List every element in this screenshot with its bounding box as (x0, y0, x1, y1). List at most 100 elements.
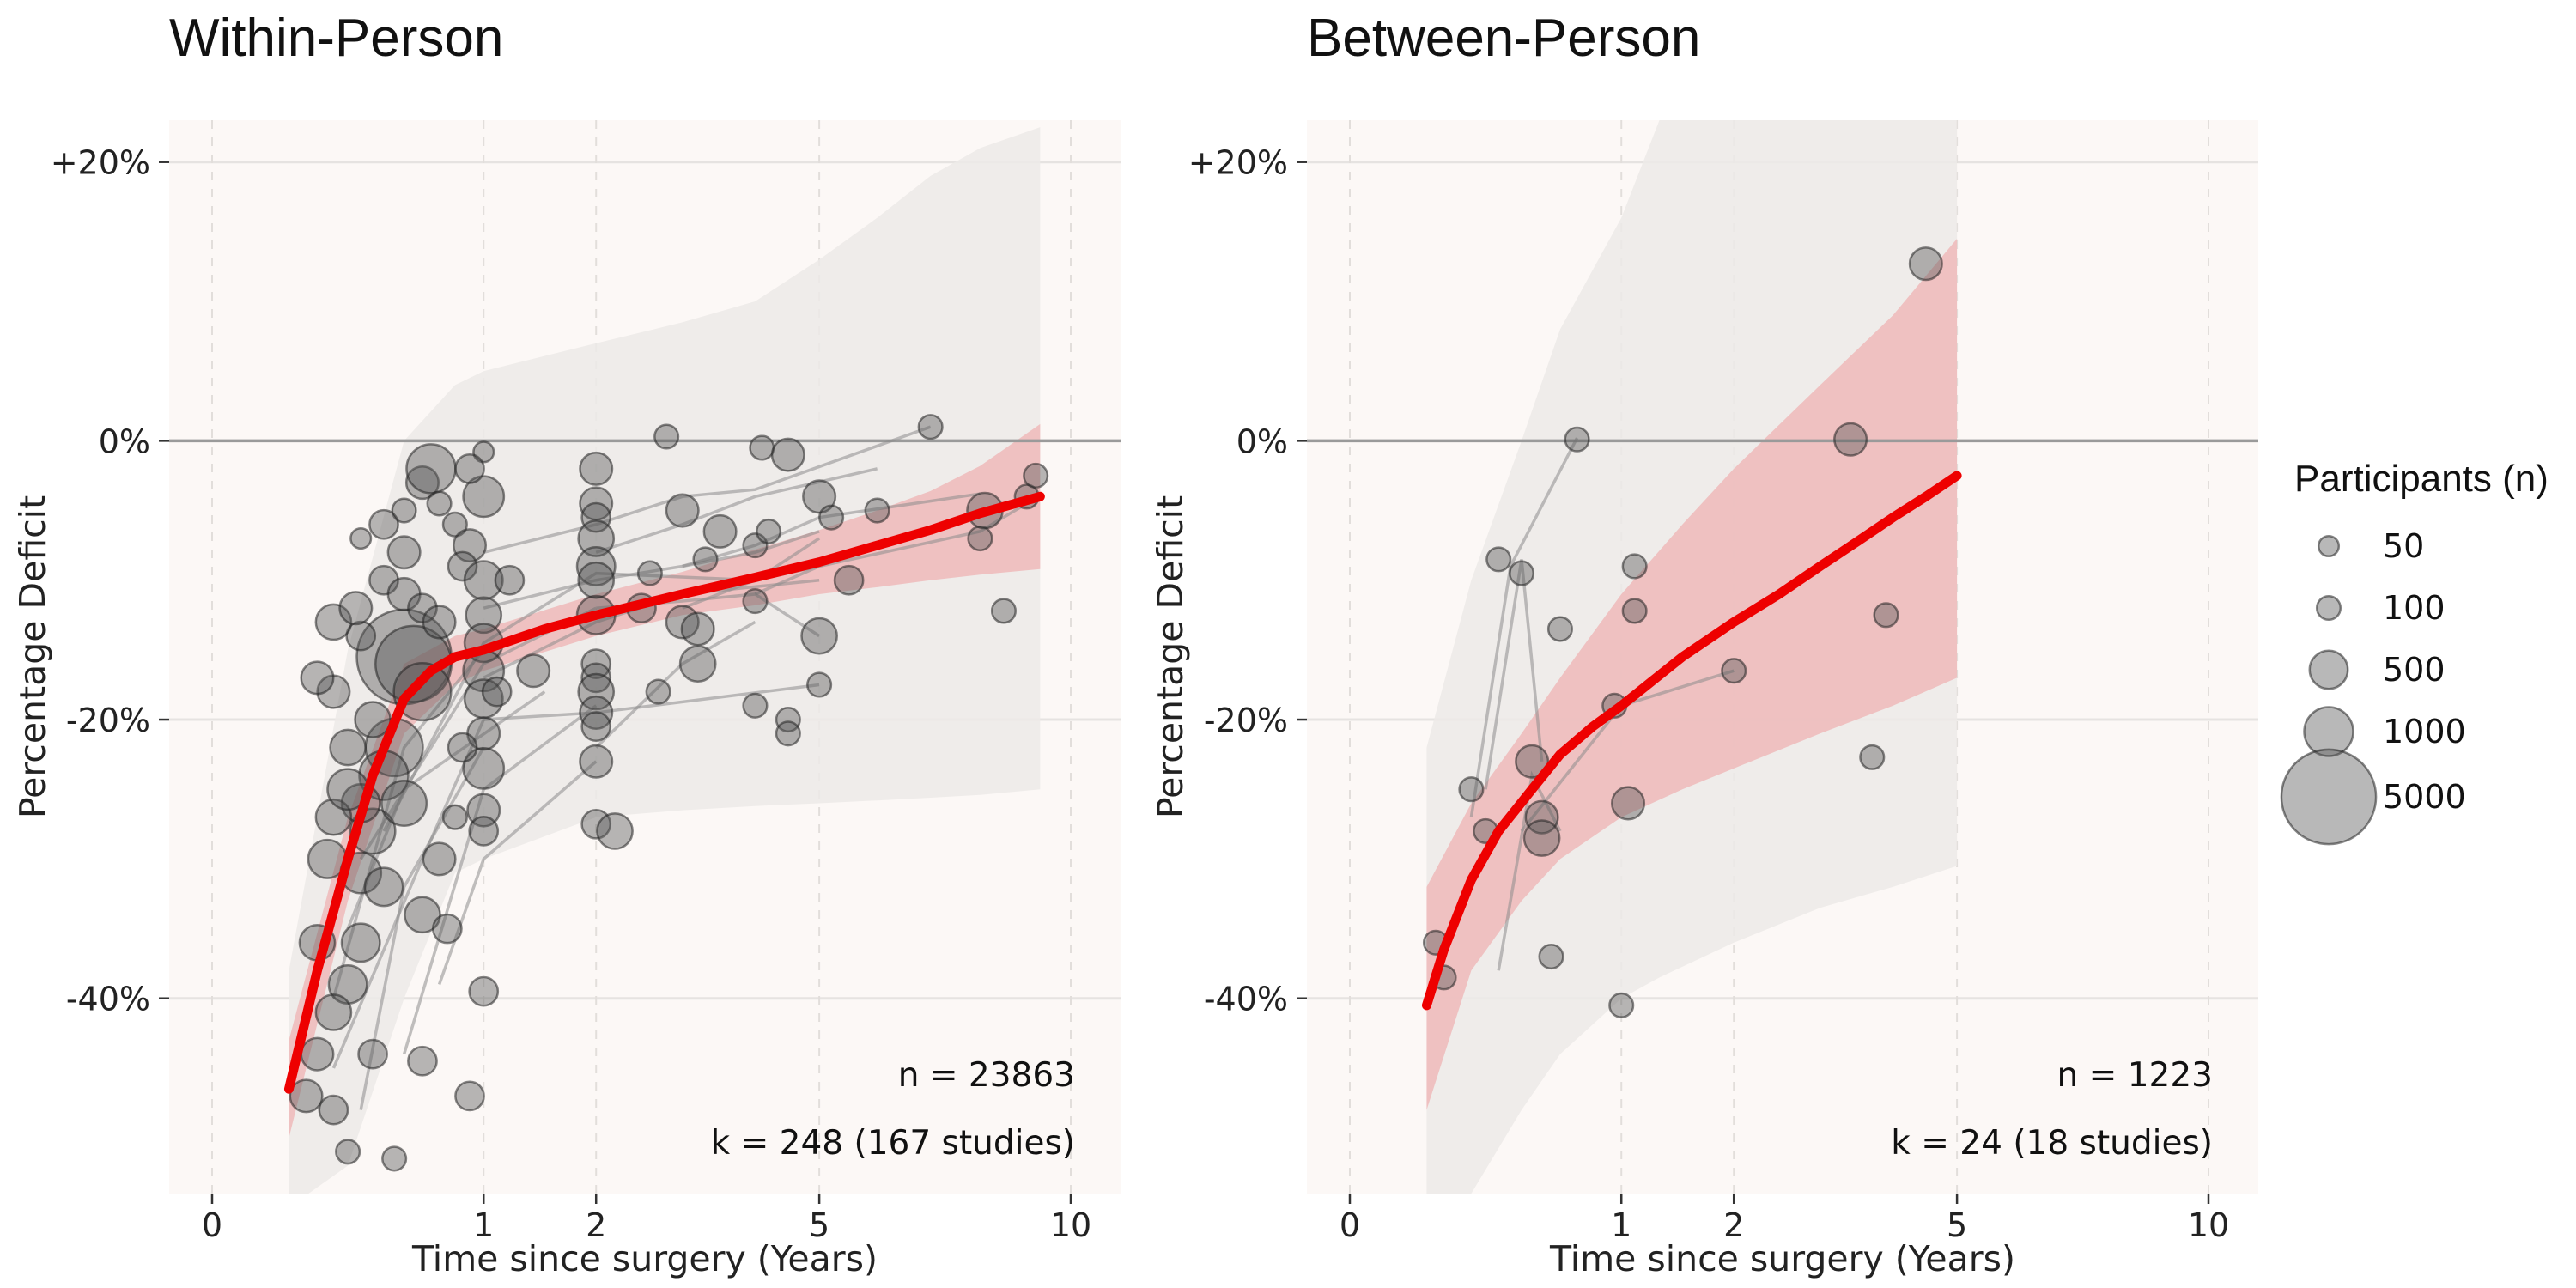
study-trajectory (437, 760, 598, 986)
study-point (1608, 992, 1635, 1018)
study-point (300, 1036, 335, 1072)
legend-swatch (2315, 594, 2342, 622)
study-point (338, 591, 374, 626)
study-point (405, 443, 457, 495)
axis-ticks: +20% 0% -20% -40% 0 1 2 5 10 (1188, 144, 2229, 1244)
x-tick-label: 2 (586, 1206, 606, 1244)
study-point (407, 1045, 438, 1077)
study-point (494, 564, 526, 596)
study-point (680, 611, 715, 647)
study-point (441, 511, 468, 538)
study-trajectory (331, 648, 485, 999)
study-point (1522, 819, 1561, 857)
study-point (653, 423, 680, 450)
legend-label: 100 (2383, 589, 2445, 627)
study-point (289, 1078, 324, 1114)
legend-swatch (2280, 748, 2378, 846)
study-point (577, 519, 616, 557)
study-trajectory (754, 501, 1028, 596)
study-point (1621, 598, 1648, 624)
study-point (1611, 786, 1646, 821)
study-point (1458, 776, 1485, 803)
study-point (1721, 658, 1747, 684)
between-person-panel: +20% 0% -20% -40% 0 1 2 5 10 Between-Person Time… (1150, 9, 2258, 1279)
study-point (579, 451, 614, 486)
legend-entry: 500 (2308, 649, 2445, 690)
study-point (917, 414, 944, 440)
study-point (314, 993, 353, 1031)
study-point (1023, 462, 1049, 489)
study-point (818, 504, 845, 531)
n-annotation: n = 23863 (898, 1056, 1075, 1095)
study-point (990, 598, 1018, 624)
study-trajectory (1484, 559, 1544, 790)
y-tick-label: 0% (1236, 422, 1288, 460)
study-point (1833, 422, 1868, 457)
x-tick-label: 1 (1611, 1206, 1631, 1244)
study-point (775, 720, 801, 747)
study-point (1538, 943, 1564, 970)
study-point (314, 603, 353, 641)
study-point (426, 490, 453, 517)
study-trajectory (682, 492, 981, 568)
legend-swatch (2303, 706, 2354, 757)
x-axis-title: Time since surgery (Years) (1549, 1238, 2015, 1279)
x-tick-label: 1 (473, 1206, 494, 1244)
study-point (580, 711, 612, 743)
study-point (465, 596, 503, 635)
study-point (318, 1094, 349, 1126)
study-point (575, 546, 617, 586)
study-point (1508, 560, 1535, 586)
legend-entry: 5000 (2280, 748, 2466, 846)
study-points (1422, 246, 1943, 1018)
legend-label: 5000 (2383, 778, 2466, 816)
study-trajectory (359, 746, 485, 1110)
study-point (636, 560, 663, 586)
legend-entry: 50 (2317, 527, 2424, 565)
study-point (967, 525, 993, 552)
x-tick-label: 2 (1723, 1206, 1744, 1244)
study-trajectory (382, 537, 821, 832)
y-axis-title: Percentage Deficit (1150, 495, 1191, 818)
study-point (742, 692, 769, 719)
study-point (596, 812, 634, 850)
study-point (864, 497, 890, 524)
study-points (289, 414, 1049, 1172)
study-point (335, 1139, 361, 1165)
within-person-panel: +20% 0% -20% -40% 0 1 2 5 10 Within-Person Time … (12, 9, 1121, 1279)
y-tick-label: -40% (66, 981, 150, 1018)
x-tick-label: 0 (202, 1206, 222, 1244)
study-point (742, 588, 769, 615)
study-point (422, 841, 457, 877)
y-tick-label: 0% (99, 422, 150, 460)
study-trajectory (595, 467, 878, 554)
legend-swatch (2308, 649, 2349, 690)
study-point (1564, 426, 1590, 453)
study-point (580, 662, 612, 694)
study-point (1859, 744, 1886, 770)
panel-title: Within-Person (169, 9, 503, 68)
study-point (775, 707, 801, 733)
y-axis-title: Percentage Deficit (12, 495, 53, 818)
study-point (1546, 616, 1573, 642)
study-point (404, 465, 440, 501)
study-point (468, 975, 500, 1007)
study-point (756, 518, 782, 544)
study-point (516, 653, 551, 689)
x-tick-label: 5 (1947, 1206, 1967, 1244)
study-trajectory (594, 620, 756, 749)
legend-entry: 100 (2315, 589, 2445, 627)
study-point (391, 497, 417, 524)
study-point (368, 508, 399, 540)
study-point (1485, 546, 1512, 573)
study-point (392, 661, 453, 722)
y-tick-label: +20% (51, 144, 150, 182)
study-point (462, 746, 506, 790)
study-point (645, 678, 671, 705)
study-point (1908, 246, 1943, 282)
study-point (833, 564, 865, 596)
study-point (363, 866, 404, 908)
study-point (354, 701, 392, 738)
study-point (357, 1038, 388, 1070)
study-point (577, 672, 616, 711)
